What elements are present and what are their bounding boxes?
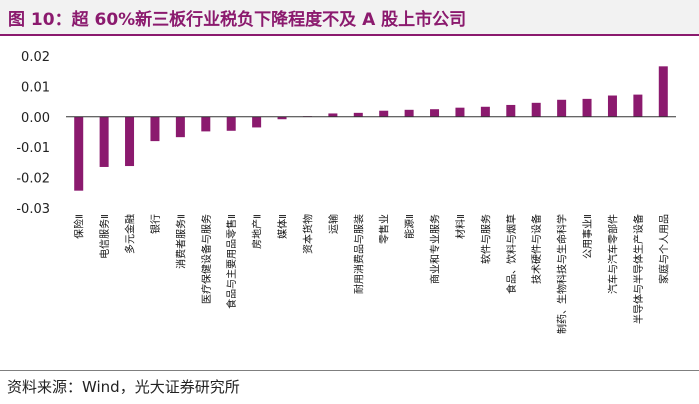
bar xyxy=(175,116,185,138)
category-label: 能源Ⅱ xyxy=(403,214,416,239)
category-label: 公用事业Ⅱ xyxy=(581,214,594,259)
bar xyxy=(201,116,211,132)
bar xyxy=(633,94,643,117)
category-label: 材料Ⅱ xyxy=(454,214,467,239)
category-label: 资本货物 xyxy=(301,214,314,254)
bar xyxy=(557,99,567,117)
y-axis: 0.02 0.01 0.00 -0.01 -0.02 -0.03 xyxy=(16,50,50,217)
source-note: 资料来源：Wind，光大证券研究所 xyxy=(7,378,240,396)
bar xyxy=(99,116,109,167)
bar xyxy=(506,104,516,117)
bar xyxy=(480,106,490,117)
category-label: 保险Ⅱ xyxy=(73,214,86,239)
y-tick-label: -0.02 xyxy=(16,172,50,187)
chart-title: 图 10：超 60%新三板行业税负下降程度不及 A 股上市公司 xyxy=(8,10,467,30)
bar xyxy=(125,116,135,167)
category-label: 房地产Ⅱ xyxy=(251,214,264,249)
category-label: 汽车与汽车零部件 xyxy=(606,214,619,294)
bar-chart: 0.02 0.01 0.00 -0.01 -0.02 -0.03 保险Ⅱ 电信服务Ⅱ 多元金融… xyxy=(16,50,676,334)
category-label: 制药、生物科技与生命科学 xyxy=(556,214,569,334)
category-label: 电信服务Ⅱ xyxy=(98,214,111,259)
bar xyxy=(379,110,389,117)
bar xyxy=(531,102,541,117)
category-label: 媒体Ⅱ xyxy=(277,214,289,239)
category-label: 耐用消费品与服装 xyxy=(352,214,365,294)
category-label: 家庭与个人用品 xyxy=(657,214,670,284)
category-label: 技术硬件与设备 xyxy=(530,214,543,284)
footer-divider xyxy=(0,370,699,371)
bar xyxy=(277,116,287,120)
bar xyxy=(226,116,236,131)
y-tick-label: 0.02 xyxy=(21,50,50,65)
bars xyxy=(74,66,668,191)
category-label: 多元金融 xyxy=(124,214,137,254)
y-tick-label: 0.00 xyxy=(21,111,50,126)
bar xyxy=(353,112,363,117)
bar xyxy=(150,116,160,142)
bar xyxy=(582,98,592,117)
category-label: 食品与主要用品零售Ⅱ xyxy=(225,214,238,309)
category-label: 食品、饮料与烟草 xyxy=(505,214,518,294)
category-label: 零售业 xyxy=(378,214,391,244)
bar xyxy=(658,66,668,117)
category-label: 商业和专业服务 xyxy=(429,214,442,284)
category-label: 医疗保健设备与服务 xyxy=(200,214,213,304)
bar xyxy=(252,116,262,128)
category-label: 软件与服务 xyxy=(479,214,492,264)
bar xyxy=(430,109,440,117)
category-label: 运输 xyxy=(327,214,340,234)
bar xyxy=(74,116,84,191)
category-labels: 保险Ⅱ 电信服务Ⅱ 多元金融 银行 消费者服务Ⅱ 医疗保健设备与服务 食品与主要用品零售Ⅱ 房… xyxy=(73,214,671,334)
bar xyxy=(404,109,414,117)
category-label: 银行 xyxy=(149,214,162,234)
bar xyxy=(328,113,338,117)
bar xyxy=(455,107,465,117)
title-bar: 图 10：超 60%新三板行业税负下降程度不及 A 股上市公司 xyxy=(0,0,699,36)
bar xyxy=(607,95,617,117)
y-tick-label: 0.01 xyxy=(21,80,50,95)
y-tick-label: -0.01 xyxy=(16,141,50,156)
category-label: 半导体与半导体生产设备 xyxy=(632,214,645,324)
y-tick-label: -0.03 xyxy=(16,202,50,217)
category-label: 消费者服务Ⅱ xyxy=(174,214,187,269)
